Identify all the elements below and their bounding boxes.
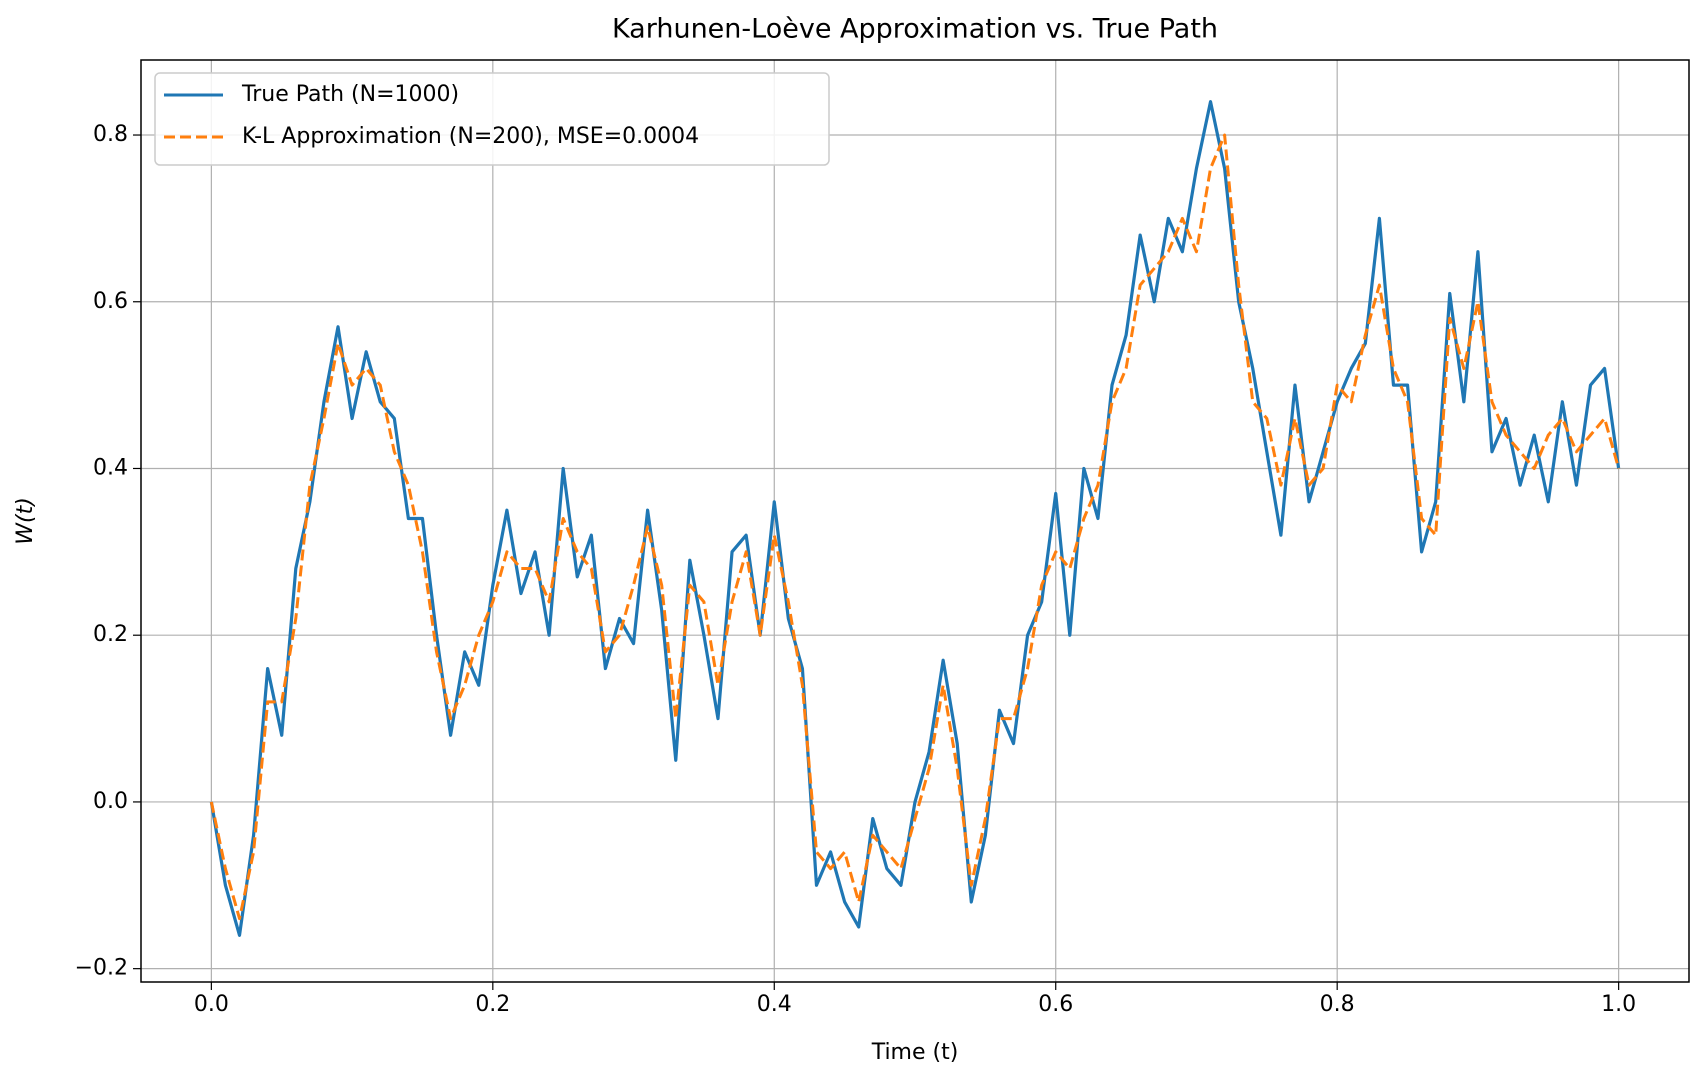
y-axis-label: W(t) xyxy=(13,497,38,545)
legend-label: K-L Approximation (N=200), MSE=0.0004 xyxy=(242,124,699,149)
plot-frame xyxy=(140,59,1690,983)
series-line xyxy=(209,133,1621,921)
x-tick-label: 0.2 xyxy=(475,992,510,1017)
legend-label: True Path (N=1000) xyxy=(241,82,459,107)
y-tick-label: 0.0 xyxy=(93,789,128,814)
y-tick-label: 0.2 xyxy=(93,622,128,647)
chart-title: Karhunen-Loève Approximation vs. True Pa… xyxy=(612,14,1218,45)
x-axis-label: Time (t) xyxy=(871,1040,959,1065)
y-tick-label: −0.2 xyxy=(75,956,128,981)
y-tick-label: 0.6 xyxy=(93,289,128,314)
series-line xyxy=(209,100,1621,937)
x-tick-label: 1.0 xyxy=(1601,992,1636,1017)
legend-box xyxy=(154,72,830,166)
y-tick-label: 0.8 xyxy=(93,122,128,147)
x-tick-label: 0.6 xyxy=(1038,992,1073,1017)
x-tick-label: 0.4 xyxy=(757,992,792,1017)
x-tick-label: 0.8 xyxy=(1320,992,1355,1017)
y-tick-label: 0.4 xyxy=(93,455,128,480)
x-tick-label: 0.0 xyxy=(194,992,229,1017)
